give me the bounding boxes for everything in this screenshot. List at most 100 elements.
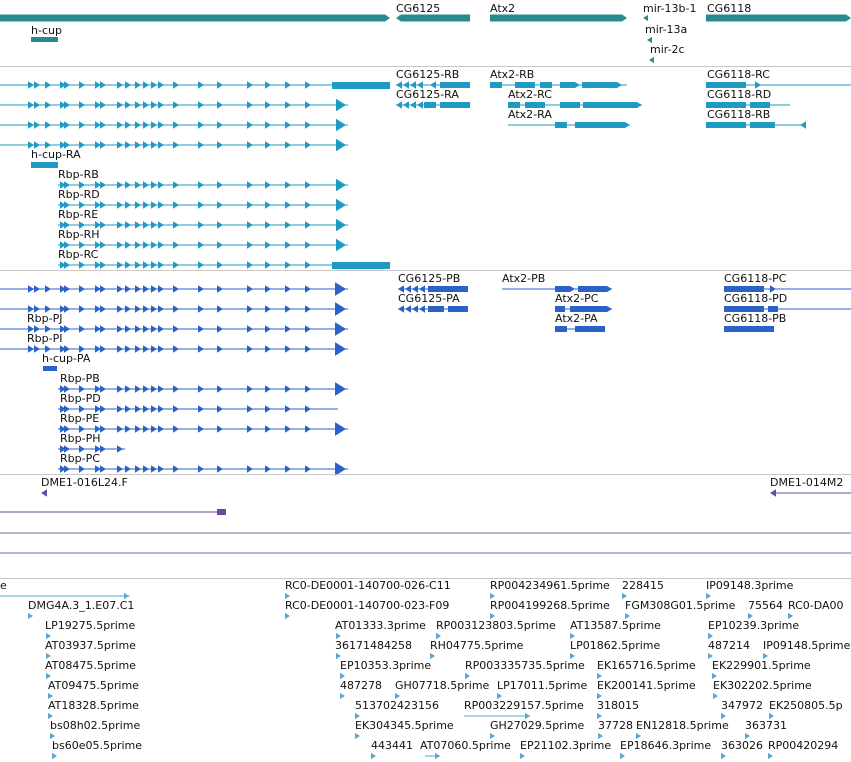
- transcripts-label-cg6118-rc[interactable]: CG6118-RC: [707, 68, 770, 81]
- transcripts-label-rbp-rc[interactable]: Rbp-RC: [58, 248, 99, 261]
- proteins-label-cg6125-pb[interactable]: CG6125-PB: [398, 272, 461, 285]
- feature-bar[interactable]: [575, 122, 630, 128]
- proteins-label-rbp-pd[interactable]: Rbp-PD: [60, 392, 101, 405]
- proteins-label-atx2-pa[interactable]: Atx2-PA: [555, 312, 598, 325]
- ests-label-ek200141-5prime[interactable]: EK200141.5prime: [597, 679, 696, 692]
- proteins-label-cg6125-pa[interactable]: CG6125-PA: [398, 292, 460, 305]
- ests-label-rp00420294[interactable]: RP00420294: [768, 739, 839, 752]
- ests-label-rp004199268-5prime[interactable]: RP004199268.5prime: [490, 599, 610, 612]
- ests-label-347972[interactable]: 347972: [721, 699, 763, 712]
- ests-label-ek250805-5p[interactable]: EK250805.5p: [769, 699, 843, 712]
- transcripts-label-atx2-rb[interactable]: Atx2-RB: [490, 68, 535, 81]
- transcripts-label-rbp-rd[interactable]: Rbp-RD: [58, 188, 100, 201]
- transcripts-label-cg6125-ra[interactable]: CG6125-RA: [396, 88, 459, 101]
- proteins-label-rbp-pi[interactable]: Rbp-PI: [27, 332, 63, 345]
- feature-bar[interactable]: [555, 286, 575, 292]
- ests-label-37728[interactable]: 37728: [598, 719, 633, 732]
- proteins-label-rbp-ph[interactable]: Rbp-PH: [60, 432, 101, 445]
- transcripts-label-cg6118-rd[interactable]: CG6118-RD: [707, 88, 772, 101]
- genes-label-mir-13b-1[interactable]: mir-13b-1: [643, 2, 697, 15]
- genes-label-mir-2c[interactable]: mir-2c: [650, 43, 685, 56]
- ests-label-rc0-de0001-140700-026-c11[interactable]: RC0-DE0001-140700-026-C11: [285, 579, 451, 592]
- proteins-label-rbp-pe[interactable]: Rbp-PE: [60, 412, 100, 425]
- genes-label-mir-13a[interactable]: mir-13a: [645, 23, 688, 36]
- transcripts-label-rbp-rh[interactable]: Rbp-RH: [58, 228, 100, 241]
- ests-label-dmg4a-3-1-e07-c1[interactable]: DMG4A.3_1.E07.C1: [28, 599, 135, 612]
- proteins-label-atx2-pc[interactable]: Atx2-PC: [555, 292, 599, 305]
- ests-label-rc0-da00[interactable]: RC0-DA00: [788, 599, 844, 612]
- ests-label-at09475-5prime[interactable]: AT09475.5prime: [48, 679, 139, 692]
- ests-label-513702423156[interactable]: 513702423156: [355, 699, 439, 712]
- clones-label-dme1-014m2[interactable]: DME1-014M2: [770, 476, 844, 489]
- ests-label-rp003123803-5prime[interactable]: RP003123803.5prime: [436, 619, 556, 632]
- proteins-label-atx2-pb[interactable]: Atx2-PB: [502, 272, 546, 285]
- ests-label-ep10353-3prime[interactable]: EP10353.3prime: [340, 659, 432, 672]
- transcripts-label-atx2-rc[interactable]: Atx2-RC: [508, 88, 552, 101]
- ests-label-gh27029-5prime[interactable]: GH27029.5prime: [490, 719, 585, 732]
- gene-bar[interactable]: [396, 14, 470, 22]
- transcripts-label-h-cup-ra[interactable]: h-cup-RA: [31, 148, 81, 161]
- ests-label-487214[interactable]: 487214: [708, 639, 750, 652]
- ests-label-en12818-5prime[interactable]: EN12818.5prime: [636, 719, 729, 732]
- proteins-label-h-cup-pa[interactable]: h-cup-PA: [42, 352, 91, 365]
- feature-bar[interactable]: [583, 102, 642, 108]
- ests-label-ep18646-3prime[interactable]: EP18646.3prime: [620, 739, 712, 752]
- proteins-label-cg6118-pb[interactable]: CG6118-PB: [724, 312, 787, 325]
- ests-label-e[interactable]: e: [0, 579, 7, 592]
- genes-label-cg6125[interactable]: CG6125: [396, 2, 441, 15]
- ests-label-lp17011-5prime[interactable]: LP17011.5prime: [497, 679, 588, 692]
- ests-label-ip09148-3prime[interactable]: IP09148.3prime: [706, 579, 794, 592]
- ests-label-228415[interactable]: 228415: [622, 579, 664, 592]
- feature-bar[interactable]: [578, 286, 612, 292]
- ests-label-487278[interactable]: 487278: [340, 679, 382, 692]
- ests-label-at08475-5prime[interactable]: AT08475.5prime: [45, 659, 136, 672]
- gene-bar[interactable]: [0, 14, 390, 22]
- ests-label-at01333-3prime[interactable]: AT01333.3prime: [335, 619, 426, 632]
- feature-bar[interactable]: [582, 82, 622, 88]
- ests-label-443441[interactable]: 443441: [371, 739, 413, 752]
- ests-label-lp19275-5prime[interactable]: LP19275.5prime: [45, 619, 136, 632]
- gene-bar[interactable]: [706, 14, 851, 22]
- ests-label-ek229901-5prime[interactable]: EK229901.5prime: [712, 659, 811, 672]
- transcripts-label-rbp-rb[interactable]: Rbp-RB: [58, 168, 99, 181]
- transcripts-label-cg6125-rb[interactable]: CG6125-RB: [396, 68, 460, 81]
- ests-label-ep10239-3prime[interactable]: EP10239.3prime: [708, 619, 800, 632]
- ests-label-rp003229157-5prime[interactable]: RP003229157.5prime: [464, 699, 584, 712]
- clones-label-dme1-016l24-f[interactable]: DME1-016L24.F: [41, 476, 128, 489]
- gene-bar[interactable]: [490, 14, 627, 22]
- genes-label-cg6118[interactable]: CG6118: [707, 2, 752, 15]
- proteins-label-rbp-pb[interactable]: Rbp-PB: [60, 372, 100, 385]
- feature-bar[interactable]: [570, 306, 612, 312]
- ests-label-rp003335735-5prime[interactable]: RP003335735.5prime: [465, 659, 585, 672]
- proteins-label-cg6118-pd[interactable]: CG6118-PD: [724, 292, 788, 305]
- ests-label-rh04775-5prime[interactable]: RH04775.5prime: [430, 639, 524, 652]
- ests-label-rc0-de0001-140700-023-f09[interactable]: RC0-DE0001-140700-023-F09: [285, 599, 450, 612]
- transcripts-label-cg6118-rb[interactable]: CG6118-RB: [707, 108, 771, 121]
- genes-label-atx2[interactable]: Atx2: [490, 2, 516, 15]
- transcripts-label-rbp-re[interactable]: Rbp-RE: [58, 208, 99, 221]
- ests-label-bs08h02-5prime[interactable]: bs08h02.5prime: [50, 719, 141, 732]
- ests-label-bs60e05-5prime[interactable]: bs60e05.5prime: [52, 739, 143, 752]
- ests-label-ep21102-3prime[interactable]: EP21102.3prime: [520, 739, 612, 752]
- ests-label-363026[interactable]: 363026: [721, 739, 763, 752]
- ests-label-rp004234961-5prime[interactable]: RP004234961.5prime: [490, 579, 610, 592]
- ests-label-ek302202-5prime[interactable]: EK302202.5prime: [713, 679, 812, 692]
- ests-label-at18328-5prime[interactable]: AT18328.5prime: [48, 699, 139, 712]
- ests-label-75564[interactable]: 75564: [748, 599, 783, 612]
- ests-label-ip09148-5prime[interactable]: IP09148.5prime: [763, 639, 851, 652]
- ests-label-36171484258[interactable]: 36171484258: [335, 639, 412, 652]
- ests-label-ek165716-5prime[interactable]: EK165716.5prime: [597, 659, 696, 672]
- ests-label-gh07718-5prime[interactable]: GH07718.5prime: [395, 679, 490, 692]
- feature-bar[interactable]: [560, 82, 580, 88]
- ests-label-at13587-5prime[interactable]: AT13587.5prime: [570, 619, 661, 632]
- ests-label-fgm308g01-5prime[interactable]: FGM308G01.5prime: [625, 599, 736, 612]
- proteins-label-rbp-pj[interactable]: Rbp-PJ: [27, 312, 63, 325]
- ests-label-at03937-5prime[interactable]: AT03937.5prime: [45, 639, 136, 652]
- transcripts-label-atx2-ra[interactable]: Atx2-RA: [508, 108, 552, 121]
- ests-label-363731[interactable]: 363731: [745, 719, 787, 732]
- proteins-label-cg6118-pc[interactable]: CG6118-PC: [724, 272, 787, 285]
- ests-label-318015[interactable]: 318015: [597, 699, 639, 712]
- ests-label-lp01862-5prime[interactable]: LP01862.5prime: [570, 639, 661, 652]
- proteins-label-rbp-pc[interactable]: Rbp-PC: [60, 452, 100, 465]
